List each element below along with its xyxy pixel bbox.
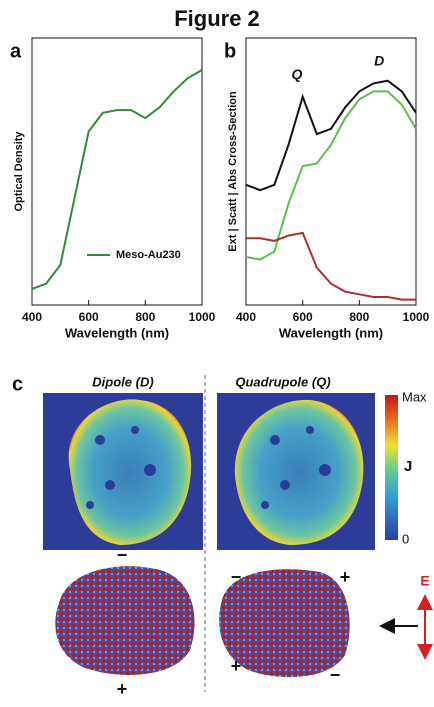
charge-sign: − [231, 567, 242, 587]
colorbar-title: J [404, 458, 412, 475]
y-axis-label: Optical Density [13, 131, 25, 212]
legend-label: Meso-Au230 [116, 249, 181, 261]
panel-title: Dipole (D) [92, 374, 153, 389]
x-tick-label: 1000 [403, 310, 430, 324]
line-series [245, 90, 417, 261]
figure-title: Figure 2 [174, 6, 260, 31]
panel-label: c [12, 373, 23, 395]
field-label: E [420, 573, 429, 589]
colorbar-label: Max [402, 389, 427, 404]
x-tick-label: 800 [349, 310, 369, 324]
x-axis-label: Wavelength (nm) [279, 325, 383, 340]
charge-sign: + [231, 656, 242, 676]
x-tick-label: 600 [79, 310, 99, 324]
panel-title: Quadrupole (Q) [235, 374, 330, 389]
x-tick-label: 400 [22, 310, 42, 324]
panel-label: b [224, 40, 236, 62]
charge-sign: + [340, 567, 351, 587]
colorbar-label: 0 [402, 531, 409, 546]
y-axis-label: Ext | Scatt | Abs Cross-Section [227, 91, 239, 252]
charge-sign: − [117, 545, 128, 565]
panel-label: a [10, 40, 22, 62]
x-tick-label: 400 [236, 310, 256, 324]
annotation: D [374, 53, 384, 69]
x-tick-label: 1000 [189, 310, 216, 324]
charge-map [55, 566, 195, 675]
line-series [245, 79, 417, 192]
line-series [31, 69, 203, 290]
annotation: Q [292, 66, 303, 82]
holes [86, 426, 331, 509]
x-axis-label: Wavelength (nm) [65, 325, 169, 340]
plot-frame [31, 37, 203, 306]
charge-sign: − [330, 665, 341, 685]
line-series [246, 231, 416, 301]
plot-frame [245, 37, 417, 306]
heatmap-particle [234, 399, 364, 545]
charge-sign: + [117, 679, 128, 699]
charge-map [219, 569, 350, 678]
x-tick-label: 600 [293, 310, 313, 324]
x-tick-label: 800 [135, 310, 155, 324]
colorbar [385, 395, 398, 540]
